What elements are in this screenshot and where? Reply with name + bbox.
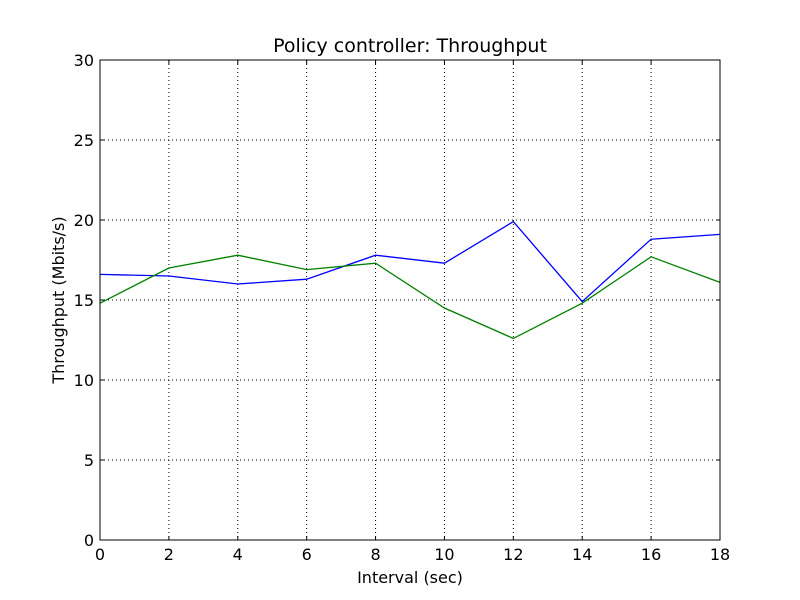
y-tick-label: 30 <box>74 51 94 70</box>
y-tick-label: 10 <box>74 371 94 390</box>
y-tick-label: 0 <box>84 531 94 550</box>
y-tick-label: 25 <box>74 131 94 150</box>
x-tick-label: 16 <box>641 545 661 564</box>
x-tick-label: 10 <box>434 545 454 564</box>
series-line-1 <box>99 220 721 303</box>
x-tick-label: 4 <box>233 545 243 564</box>
series-line-2 <box>99 254 721 340</box>
y-tick-label: 20 <box>74 211 94 230</box>
x-tick-label: 14 <box>572 545 592 564</box>
series-layer <box>99 220 721 340</box>
y-axis-label: Throughput (Mbits/s) <box>49 216 68 384</box>
y-tick-label: 15 <box>74 291 94 310</box>
x-tick-label: 18 <box>710 545 730 564</box>
x-axis-label: Interval (sec) <box>357 568 463 587</box>
x-tick-label: 8 <box>370 545 380 564</box>
x-tick-label: 0 <box>95 545 105 564</box>
grid <box>100 60 720 540</box>
x-tick-label: 6 <box>302 545 312 564</box>
chart-title: Policy controller: Throughput <box>273 35 547 57</box>
x-tick-label: 12 <box>503 545 523 564</box>
y-tick-label: 5 <box>84 451 94 470</box>
x-tick-label: 2 <box>164 545 174 564</box>
ticks: 0 2 4 6 8 10 12 14 16 18 0 5 10 15 20 25 30 <box>74 51 731 564</box>
